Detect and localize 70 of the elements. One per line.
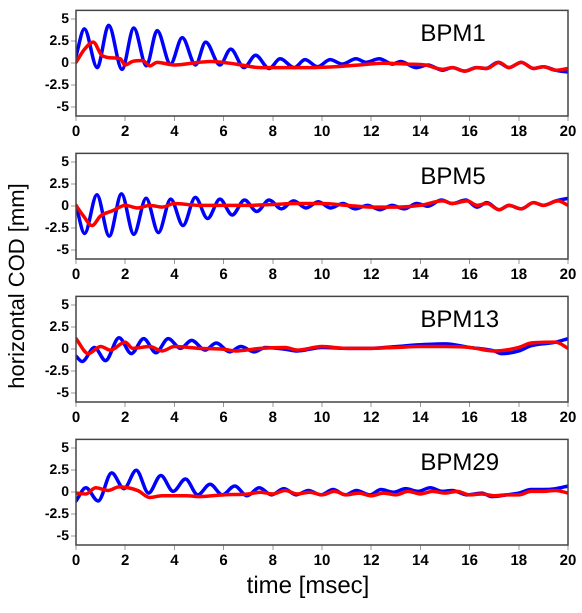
x-tick-label: 4 [170, 409, 180, 426]
y-tick-label: 0 [61, 340, 70, 356]
line-series [76, 485, 568, 500]
y-tick-label: 2.5 [50, 32, 70, 48]
x-tick-label: 4 [170, 123, 180, 140]
y-tick-label: 5 [61, 153, 70, 170]
x-tick-label: 10 [314, 266, 330, 284]
y-tick-label: 5 [61, 296, 70, 312]
x-tick-label: 4 [170, 266, 180, 284]
x-tick-label: 10 [314, 409, 330, 426]
line-series [76, 199, 568, 228]
chart-title: BPM13 [420, 306, 500, 334]
x-tick-label: 12 [362, 266, 380, 284]
x-tick-label: 16 [461, 409, 478, 426]
x-tick-label: 2 [121, 266, 130, 284]
x-tick-label: 14 [412, 552, 430, 570]
x-tick-label: 8 [268, 409, 277, 426]
chart-title: BPM5 [420, 163, 486, 190]
x-tick-label: 6 [219, 409, 228, 426]
x-tick-label: 16 [461, 552, 478, 570]
x-tick-label: 8 [268, 552, 277, 570]
y-tick-label: 0 [61, 197, 70, 214]
y-tick-label: -2.5 [44, 505, 70, 522]
y-tick-label: -2.5 [44, 219, 70, 236]
x-tick-label: 2 [121, 409, 130, 426]
x-tick-label: 20 [560, 409, 576, 426]
y-tick-label: 5 [61, 439, 70, 456]
x-tick-label: 18 [510, 409, 528, 426]
y-axis-title: horizontal COD [mm] [4, 183, 30, 389]
x-axis-title: time [msec] [246, 572, 370, 600]
chart-title: BPM1 [420, 20, 486, 48]
x-tick-label: 16 [461, 123, 478, 140]
x-tick-label: 12 [362, 552, 380, 570]
x-tick-label: 12 [362, 409, 380, 426]
line-series [76, 336, 568, 356]
x-tick-label: 16 [461, 266, 478, 284]
x-tick-label: 2 [121, 123, 130, 140]
x-tick-label: 8 [268, 123, 277, 140]
x-tick-label: 6 [219, 266, 228, 284]
x-tick-label: 10 [314, 552, 330, 570]
x-tick-label: 18 [510, 123, 528, 140]
x-tick-label: 18 [510, 266, 528, 284]
x-tick-label: 18 [510, 552, 528, 570]
y-tick-label: -5 [56, 98, 70, 114]
y-tick-label: 5 [61, 10, 70, 26]
line-series [76, 40, 568, 73]
x-tick-label: 14 [412, 409, 430, 426]
x-tick-label: 6 [219, 123, 228, 140]
y-tick-label: -2.5 [44, 76, 70, 92]
y-tick-label: 2.5 [50, 318, 70, 334]
y-tick-label: -5 [56, 527, 70, 544]
y-tick-label: -5 [56, 241, 70, 258]
x-tick-label: 14 [412, 266, 430, 284]
x-tick-label: 20 [560, 266, 576, 284]
x-tick-label: 4 [170, 552, 180, 570]
x-tick-label: 20 [560, 552, 576, 570]
x-tick-label: 6 [219, 552, 228, 570]
x-tick-label: 8 [268, 266, 277, 284]
y-tick-label: -5 [56, 384, 70, 400]
x-tick-label: 14 [412, 123, 430, 140]
y-tick-label: 2.5 [50, 461, 70, 478]
x-tick-label: 12 [362, 123, 380, 140]
y-tick-label: -2.5 [44, 362, 70, 378]
x-tick-label: 2 [121, 552, 130, 570]
chart-title: BPM29 [420, 449, 500, 476]
y-tick-label: 2.5 [50, 175, 70, 192]
x-tick-label: 10 [314, 123, 330, 140]
x-tick-label: 20 [560, 123, 576, 140]
y-tick-label: 0 [61, 483, 70, 500]
y-tick-label: 0 [61, 54, 70, 70]
